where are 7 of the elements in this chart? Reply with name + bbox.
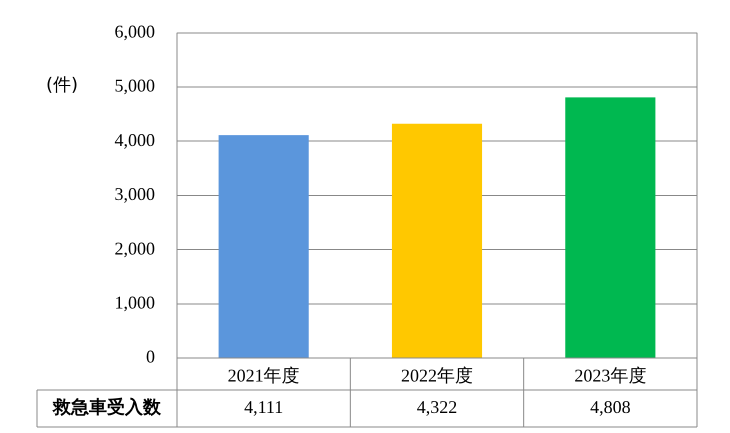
y-tick-label: 1,000 [114, 292, 155, 313]
y-tick-label: 4,000 [114, 130, 155, 150]
y-tick-label: 6,000 [114, 22, 155, 42]
y-tick-label: 3,000 [114, 184, 155, 204]
y-tick-label: 5,000 [114, 76, 155, 96]
y-tick-label: 2,000 [114, 238, 155, 258]
y-axis-title: (件) [46, 74, 78, 96]
